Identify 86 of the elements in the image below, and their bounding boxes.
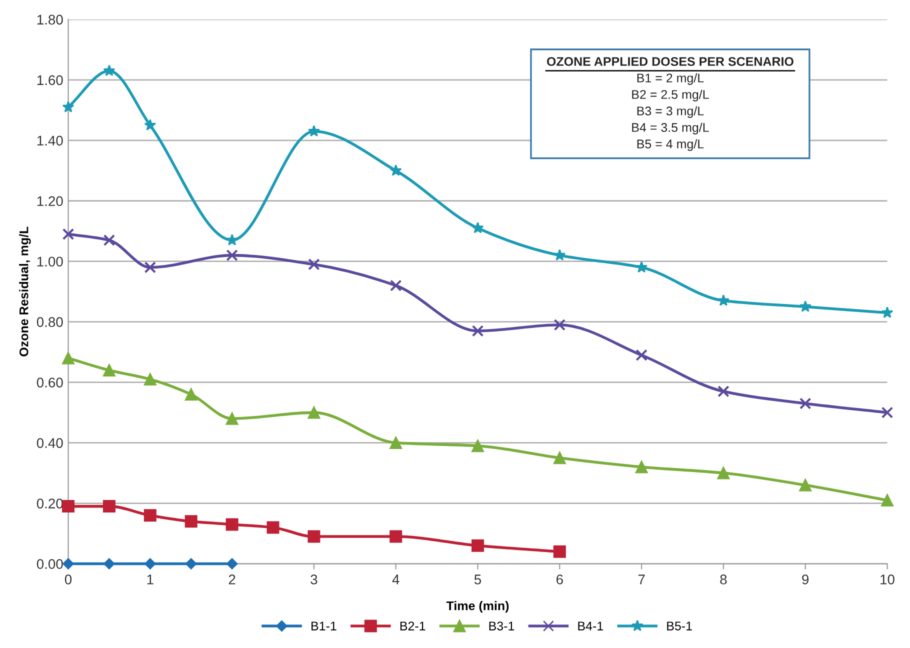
point bbox=[308, 406, 320, 419]
point bbox=[144, 119, 156, 130]
point bbox=[390, 164, 402, 176]
point bbox=[636, 349, 648, 362]
point bbox=[472, 325, 484, 337]
point bbox=[226, 558, 238, 570]
x-tick-label: 2 bbox=[228, 574, 236, 584]
x-tick-label: 8 bbox=[720, 574, 727, 584]
legend-label: B1-1 bbox=[312, 622, 336, 630]
point bbox=[635, 460, 648, 474]
annotation: B3 = 3 mg/L bbox=[637, 106, 704, 118]
legend-label: B3-1 bbox=[489, 622, 514, 630]
point bbox=[144, 262, 156, 274]
point bbox=[226, 412, 238, 425]
y-tick-label: 1.00 bbox=[37, 256, 63, 267]
point bbox=[308, 258, 320, 270]
point bbox=[472, 222, 484, 234]
point bbox=[390, 280, 402, 292]
y-tick-label: 0.80 bbox=[36, 317, 63, 328]
point bbox=[62, 228, 74, 240]
y-axis-title: Ozone Residual, mg/L bbox=[19, 226, 31, 356]
legend-label: B4-1 bbox=[578, 622, 603, 630]
point bbox=[472, 539, 484, 552]
point bbox=[799, 478, 812, 492]
point bbox=[144, 509, 156, 522]
annotation: B4 = 3.5 mg/L bbox=[632, 122, 709, 134]
y-tick-label: 1.20 bbox=[37, 196, 63, 206]
annotation: OZONE APPLIED DOSES PER SCENARIO bbox=[546, 57, 794, 66]
point bbox=[184, 515, 198, 528]
y-tick-label: 1.40 bbox=[37, 136, 63, 146]
annotation: B1 = 2 mg/L bbox=[637, 73, 704, 85]
point bbox=[102, 500, 116, 513]
x-tick-label: 5 bbox=[474, 574, 482, 584]
y-tick-label: 0.40 bbox=[36, 438, 63, 448]
point bbox=[553, 545, 566, 558]
y-tick-label: 0.20 bbox=[36, 498, 63, 508]
point bbox=[266, 521, 280, 534]
point bbox=[104, 558, 115, 570]
point bbox=[799, 300, 812, 312]
x-tick-label: 3 bbox=[310, 574, 318, 584]
point bbox=[185, 558, 197, 570]
x-tick-label: 4 bbox=[392, 574, 400, 584]
x-axis-title: Time (min) bbox=[446, 601, 509, 613]
point bbox=[226, 249, 238, 262]
x-tick-label: 7 bbox=[638, 574, 645, 584]
y-tick-label: 1.60 bbox=[37, 75, 63, 86]
point bbox=[308, 530, 320, 543]
point bbox=[881, 406, 894, 418]
point bbox=[881, 306, 894, 318]
x-tick-label: 6 bbox=[556, 574, 563, 584]
point bbox=[881, 494, 894, 507]
point bbox=[103, 64, 116, 76]
x-tick-label: 9 bbox=[802, 574, 809, 584]
x-tick-label: 0 bbox=[64, 574, 72, 584]
point bbox=[717, 294, 730, 306]
legend-label: B5-1 bbox=[667, 622, 692, 630]
point bbox=[103, 234, 116, 246]
point bbox=[62, 352, 74, 364]
point bbox=[308, 125, 320, 137]
point bbox=[390, 436, 402, 450]
point bbox=[226, 234, 238, 246]
point bbox=[144, 373, 156, 386]
y-tick-label: 0.00 bbox=[36, 559, 63, 569]
point bbox=[554, 249, 566, 260]
point bbox=[799, 398, 812, 410]
y-tick-label: 1.80 bbox=[37, 14, 63, 25]
point bbox=[717, 466, 730, 480]
y-tick-label: 0.60 bbox=[36, 378, 63, 388]
point bbox=[718, 385, 730, 398]
point bbox=[62, 558, 74, 570]
x-tick-label: 1 bbox=[147, 574, 154, 584]
point bbox=[102, 364, 116, 376]
point bbox=[62, 100, 74, 112]
point bbox=[144, 558, 156, 570]
legend-label: B2-1 bbox=[400, 622, 426, 630]
point bbox=[226, 518, 238, 531]
point bbox=[554, 318, 566, 331]
annotation: B2 = 2.5 mg/L bbox=[632, 90, 709, 102]
point bbox=[472, 440, 484, 452]
x-tick-label: 10 bbox=[880, 574, 894, 584]
point bbox=[553, 452, 566, 464]
annotation: B5 = 4 mg/L bbox=[637, 139, 704, 151]
point bbox=[62, 500, 74, 513]
point bbox=[636, 261, 648, 273]
point bbox=[184, 388, 198, 401]
point bbox=[390, 530, 402, 543]
